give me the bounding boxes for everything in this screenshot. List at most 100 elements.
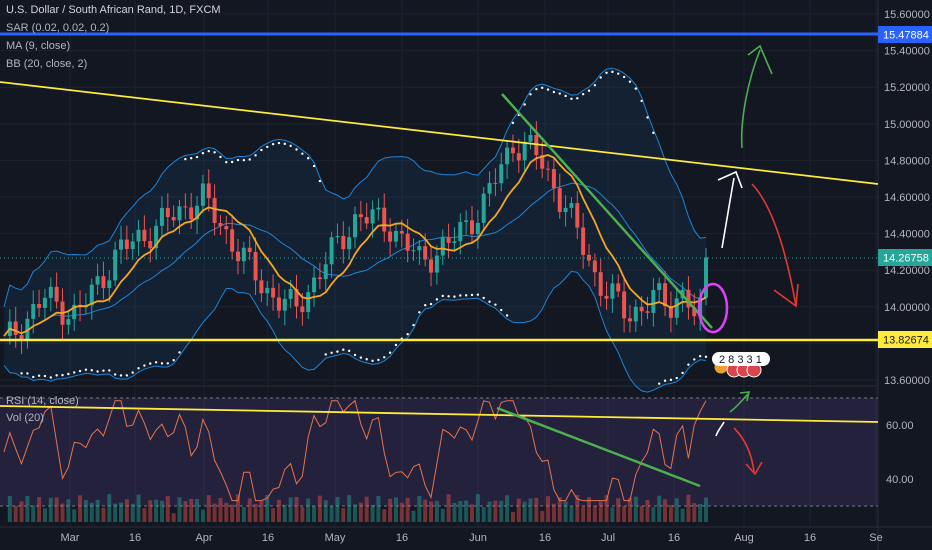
sar-dot [73,371,76,374]
parabolic-sar [20,70,708,385]
sar-dot [307,157,310,160]
volume-bar [598,501,603,522]
sar-dot [295,148,298,151]
volume-bar [25,495,30,522]
sar-dot [377,358,380,362]
sar-dot [67,372,70,376]
volume-bar [522,501,527,522]
volume-bar [101,507,106,522]
time-tick-label: Jun [469,532,487,544]
volume-bar [31,505,36,522]
candle-body [551,169,556,189]
green-down-trendline[interactable] [501,93,713,329]
sar-dot [576,97,579,100]
volume-bar [581,506,586,522]
time-tick-label: 16 [539,532,551,544]
candle-body [306,292,311,313]
price-tick-label: 14.80000 [884,155,930,167]
sar-dot [166,362,169,365]
candle-body [212,198,217,223]
volume-bar [60,503,65,522]
sar-dot [330,351,333,355]
sar-dot [704,355,708,358]
sar-dot [113,373,117,376]
volume-bar [645,499,650,522]
candle-body [704,257,708,298]
volume-bar [633,496,638,522]
rsi-green-trendline[interactable] [496,406,701,488]
price-tick-label: 15.60000 [884,9,930,21]
sar-dot [552,90,556,94]
candle-body [434,255,439,273]
sar-dot [693,358,696,361]
volume-bar [42,508,47,522]
volume-bar [7,495,12,522]
volume-bars [7,494,708,522]
lower-level-price-tag: 13.82674 [878,331,932,348]
candle-body [522,141,527,161]
candle-body [189,207,194,220]
economic-event-badges[interactable]: 2 8 3 3 1 [712,352,770,378]
sar-dot [505,314,509,317]
candle-body [224,226,229,230]
sar-dot [581,92,585,96]
sar-dot [271,142,275,146]
volume-bar [399,502,404,522]
candle-body [364,217,369,224]
indicator-ma-label[interactable]: MA (9, close) [6,40,71,52]
volume-bar [247,498,252,522]
volume-bar [317,495,322,522]
sar-dot [459,294,462,297]
indicator-vol-label[interactable]: Vol (20) [6,412,44,424]
sar-dot [160,362,164,365]
time-axis[interactable]: Mar 16 Apr 16 May 16 Jun 16 Jul 16 Aug 16 Se [61,532,883,544]
candle-body [19,335,24,341]
sar-dot [388,351,392,354]
sar-dot [219,155,222,159]
sar-dot [172,358,175,362]
bb-upper [3,67,707,307]
sar-dot [640,99,643,103]
candle-body [136,229,141,242]
sar-dot [611,70,614,74]
volume-bar [499,500,504,522]
green-up-arrow [740,49,761,149]
candle-body [505,147,510,165]
sar-dot [476,293,480,296]
rsi-yellow-trendline[interactable] [0,405,879,423]
candle-body [113,249,118,281]
current-price-text: 14.26758 [883,253,929,265]
descending-resistance-trendline[interactable] [0,81,879,185]
volume-bar [698,504,703,522]
time-tick-label: 16 [804,532,816,544]
candle-body [668,306,673,318]
volume-bar [528,498,533,522]
candle-body [557,188,562,213]
volume-bar [686,494,691,522]
candle-body [341,235,346,250]
sar-dot [149,362,152,365]
candle-body [475,222,480,235]
candle-body [54,286,59,302]
candle-body [546,168,551,170]
volume-bar [72,509,77,522]
candle-body [399,230,404,234]
candle-body [429,259,434,273]
candle-body [353,214,357,238]
candle-body [37,304,42,308]
indicator-rsi-label[interactable]: RSI (14, close) [6,395,79,407]
sar-dot [131,371,134,374]
sar-dot [412,323,415,327]
candle-body [276,297,281,311]
indicator-sar-label[interactable]: SAR (0.02, 0.02, 0.2) [6,22,110,34]
volume-bar [335,496,340,522]
price-tick-label: 15.00000 [884,119,930,131]
chart-title[interactable]: U.S. Dollar / South African Rand, 1D, FX… [6,4,221,16]
volume-bar [159,500,164,522]
candle-body [323,264,328,280]
indicator-bb-label[interactable]: BB (20, close, 2) [6,58,88,70]
volume-bar [627,498,632,522]
candle-body [294,289,299,307]
volume-bar [212,503,217,522]
